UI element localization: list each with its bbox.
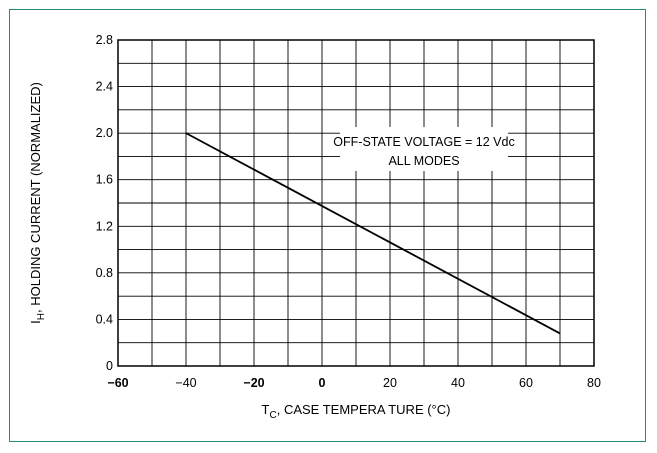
y-axis-title-main: I	[28, 320, 43, 324]
annotation-line-1: OFF-STATE VOLTAGE = 12 Vdc	[333, 135, 514, 149]
grid	[118, 40, 594, 366]
x-tick-label: 20	[383, 376, 397, 390]
x-axis-title-main: T	[262, 402, 270, 417]
x-tick-label: 60	[519, 376, 533, 390]
y-tick-label: 2.4	[96, 80, 113, 94]
x-tick-labels: −60 −40 −20 0 20 40 60 80	[107, 376, 601, 390]
x-axis-title-sub: C	[269, 410, 276, 421]
y-tick-label: 0.8	[96, 266, 113, 280]
x-tick-label: −40	[175, 376, 196, 390]
plot-area	[117, 39, 595, 367]
series-line	[185, 132, 561, 335]
annotation-line-2: ALL MODES	[388, 154, 459, 168]
y-tick-label: 2.8	[96, 33, 113, 47]
x-tick-label: 40	[451, 376, 465, 390]
chart-frame	[9, 9, 646, 442]
y-tick-label: 2.0	[96, 126, 113, 140]
x-tick-label: 0	[319, 376, 326, 390]
series	[185, 132, 561, 335]
y-axis-title-rest: , HOLDING CURRENT (NORMALIZED)	[28, 82, 43, 313]
y-tick-label: 0	[106, 359, 113, 373]
x-tick-label: 80	[587, 376, 601, 390]
y-tick-labels: 0 0.4 0.8 1.2 1.6 2.0 2.4 2.8	[96, 33, 113, 373]
y-axis-title: IH, HOLDING CURRENT (NORMALIZED)	[28, 82, 47, 324]
y-tick-label: 1.2	[96, 219, 113, 233]
x-axis-title: TC, CASE TEMPERA TURE (°C)	[262, 402, 451, 421]
y-tick-label: 0.4	[96, 312, 113, 326]
x-tick-label: −60	[107, 376, 128, 390]
x-axis-title-rest: , CASE TEMPERA TURE (°C)	[277, 402, 451, 417]
y-axis-title-sub: H	[36, 313, 47, 320]
y-tick-label: 1.6	[96, 173, 113, 187]
annotation-box: OFF-STATE VOLTAGE = 12 Vdc ALL MODES	[333, 127, 515, 171]
x-tick-label: −20	[243, 376, 264, 390]
